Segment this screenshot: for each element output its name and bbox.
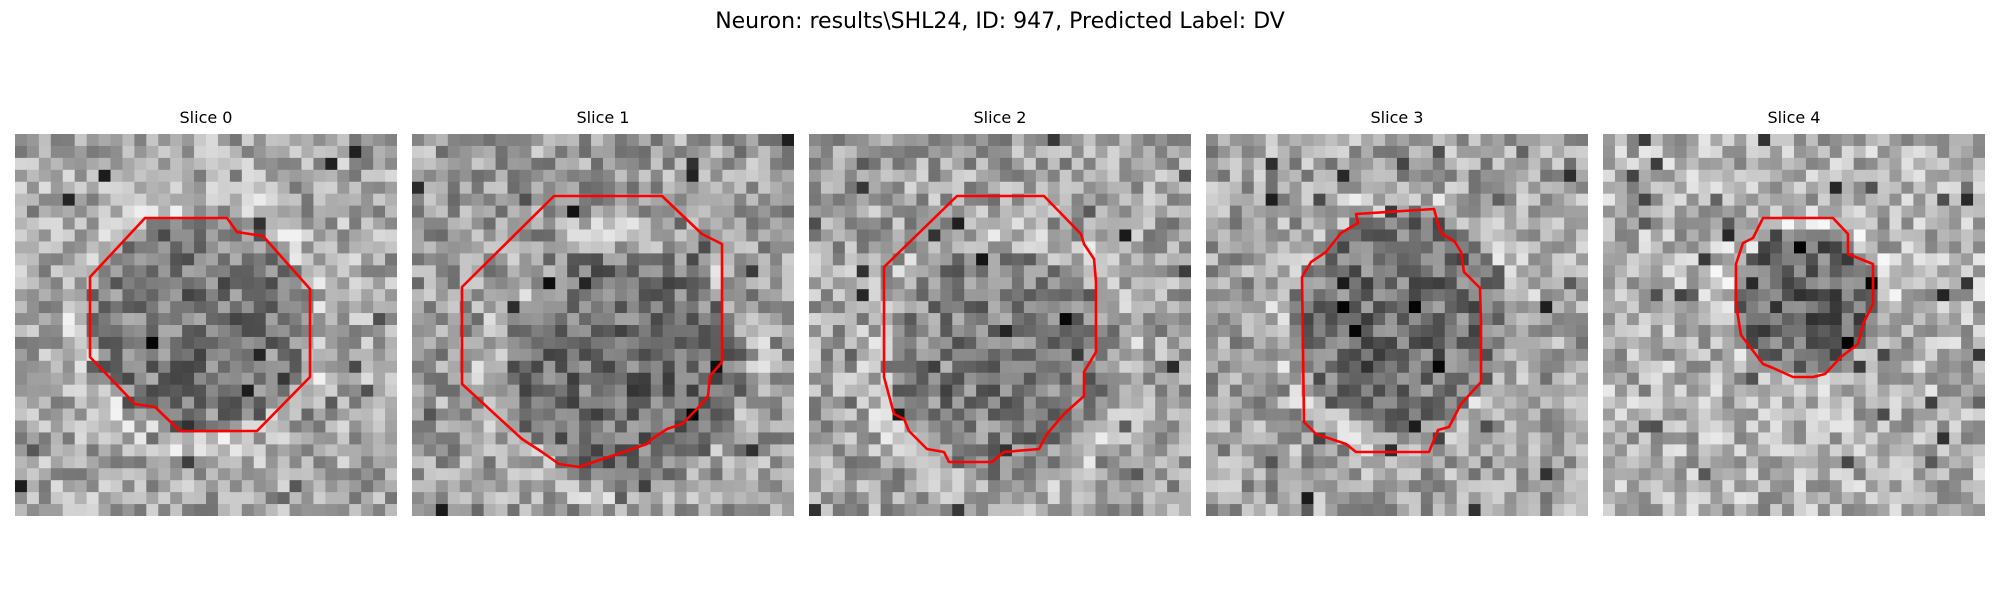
- roi-outline: [882, 194, 1098, 464]
- slice-panel-1: Slice 1: [412, 104, 794, 516]
- roi-outline: [460, 194, 724, 469]
- pixel-grid: [1206, 134, 1588, 516]
- slice-panel-0: Slice 0: [15, 104, 397, 516]
- slice-title-1: Slice 1: [576, 108, 630, 127]
- slice-image-1: [412, 134, 794, 516]
- slice-panel-4: Slice 4: [1603, 104, 1985, 516]
- slice-image-0: [15, 134, 397, 516]
- slice-title-0: Slice 0: [179, 108, 233, 127]
- figure-title: Neuron: results\SHL24, ID: 947, Predicte…: [715, 9, 1285, 34]
- slice-image-3: [1206, 134, 1588, 516]
- pixel-grid: [15, 134, 397, 516]
- roi-outline: [88, 216, 312, 433]
- roi-outline: [1734, 216, 1875, 379]
- slice-image-2: [809, 134, 1191, 516]
- slice-title-4: Slice 4: [1767, 108, 1821, 127]
- pixel-grid: [809, 134, 1191, 516]
- pixel-grid: [1603, 134, 1985, 516]
- slice-panel-2: Slice 2: [809, 104, 1191, 516]
- slice-panel-3: Slice 3: [1206, 104, 1588, 516]
- slice-title-2: Slice 2: [973, 108, 1027, 127]
- roi-outline: [1300, 207, 1483, 454]
- slice-image-4: [1603, 134, 1985, 516]
- slice-title-3: Slice 3: [1370, 108, 1424, 127]
